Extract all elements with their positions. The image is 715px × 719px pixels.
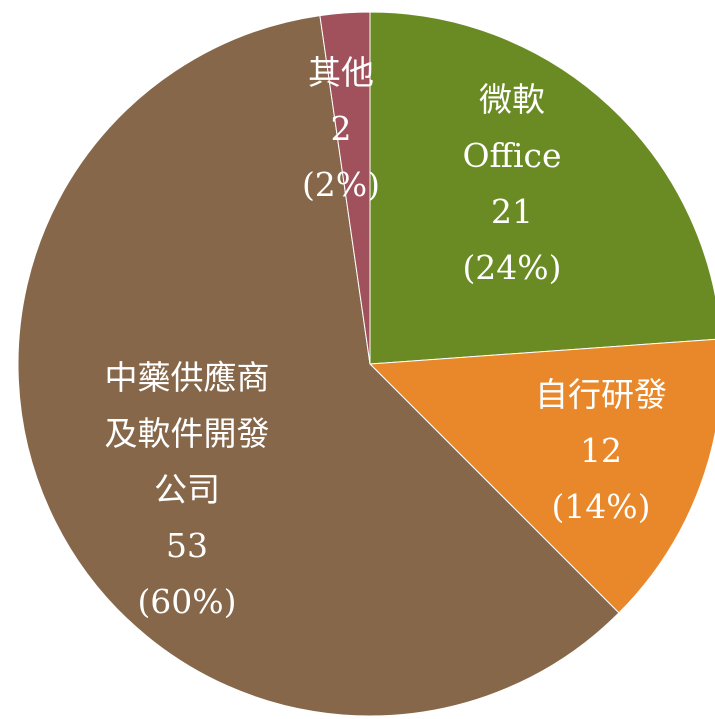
pie-slice xyxy=(368,338,715,614)
slice-percent: (2%) xyxy=(302,165,380,204)
slice-value: 53 xyxy=(166,526,208,565)
pie-slice xyxy=(369,11,715,365)
pie-slice xyxy=(17,15,620,717)
slice-category: 自行研發 xyxy=(535,375,667,414)
slice-percent: (14%) xyxy=(551,487,650,526)
slice-value: 21 xyxy=(491,192,533,231)
slice-percent: (60%) xyxy=(137,582,236,621)
slice-value: 2 xyxy=(331,109,352,148)
pie-slice xyxy=(319,11,371,365)
slice-percent: (24%) xyxy=(462,248,561,287)
slice-value: 12 xyxy=(580,431,622,470)
slice-category: 中藥供應商及軟件開發公司 xyxy=(105,358,270,509)
slice-category: 其他 xyxy=(308,53,374,92)
slice-category: 微軟 Office xyxy=(462,80,561,175)
